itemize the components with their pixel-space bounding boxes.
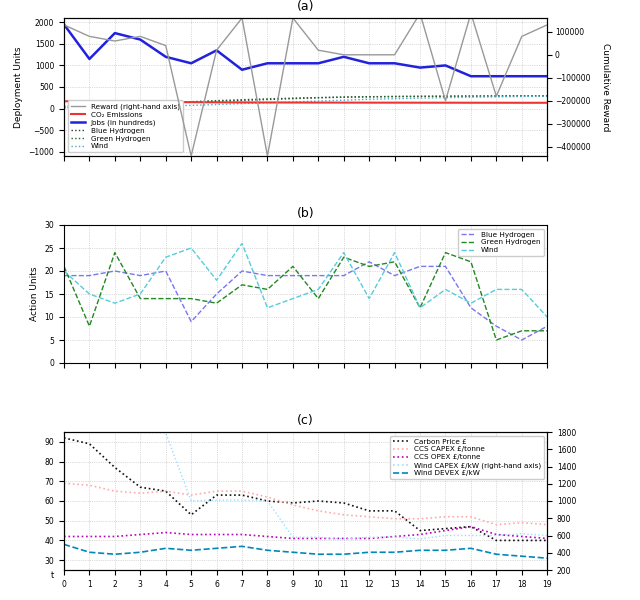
Title: (c): (c)	[297, 413, 314, 427]
Legend: Blue Hydrogen, Green Hydrogen, Wind: Blue Hydrogen, Green Hydrogen, Wind	[458, 229, 543, 256]
Legend: Carbon Price £, CCS CAPEX £/tonne, CCS OPEX £/tonne, Wind CAPEX £/kW (right-hand: Carbon Price £, CCS CAPEX £/tonne, CCS O…	[390, 436, 543, 479]
Y-axis label: Action Units: Action Units	[30, 267, 39, 321]
Y-axis label: Deployment Units: Deployment Units	[14, 46, 23, 128]
Title: (b): (b)	[297, 206, 314, 220]
Text: t: t	[51, 571, 54, 580]
Legend: Reward (right-hand axis), CO₂ Emissions, Jobs (in hundreds), Blue Hydrogen, Gree: Reward (right-hand axis), CO₂ Emissions,…	[68, 100, 182, 152]
Y-axis label: Cumulative Reward: Cumulative Reward	[601, 43, 610, 131]
Title: (a): (a)	[297, 0, 314, 13]
